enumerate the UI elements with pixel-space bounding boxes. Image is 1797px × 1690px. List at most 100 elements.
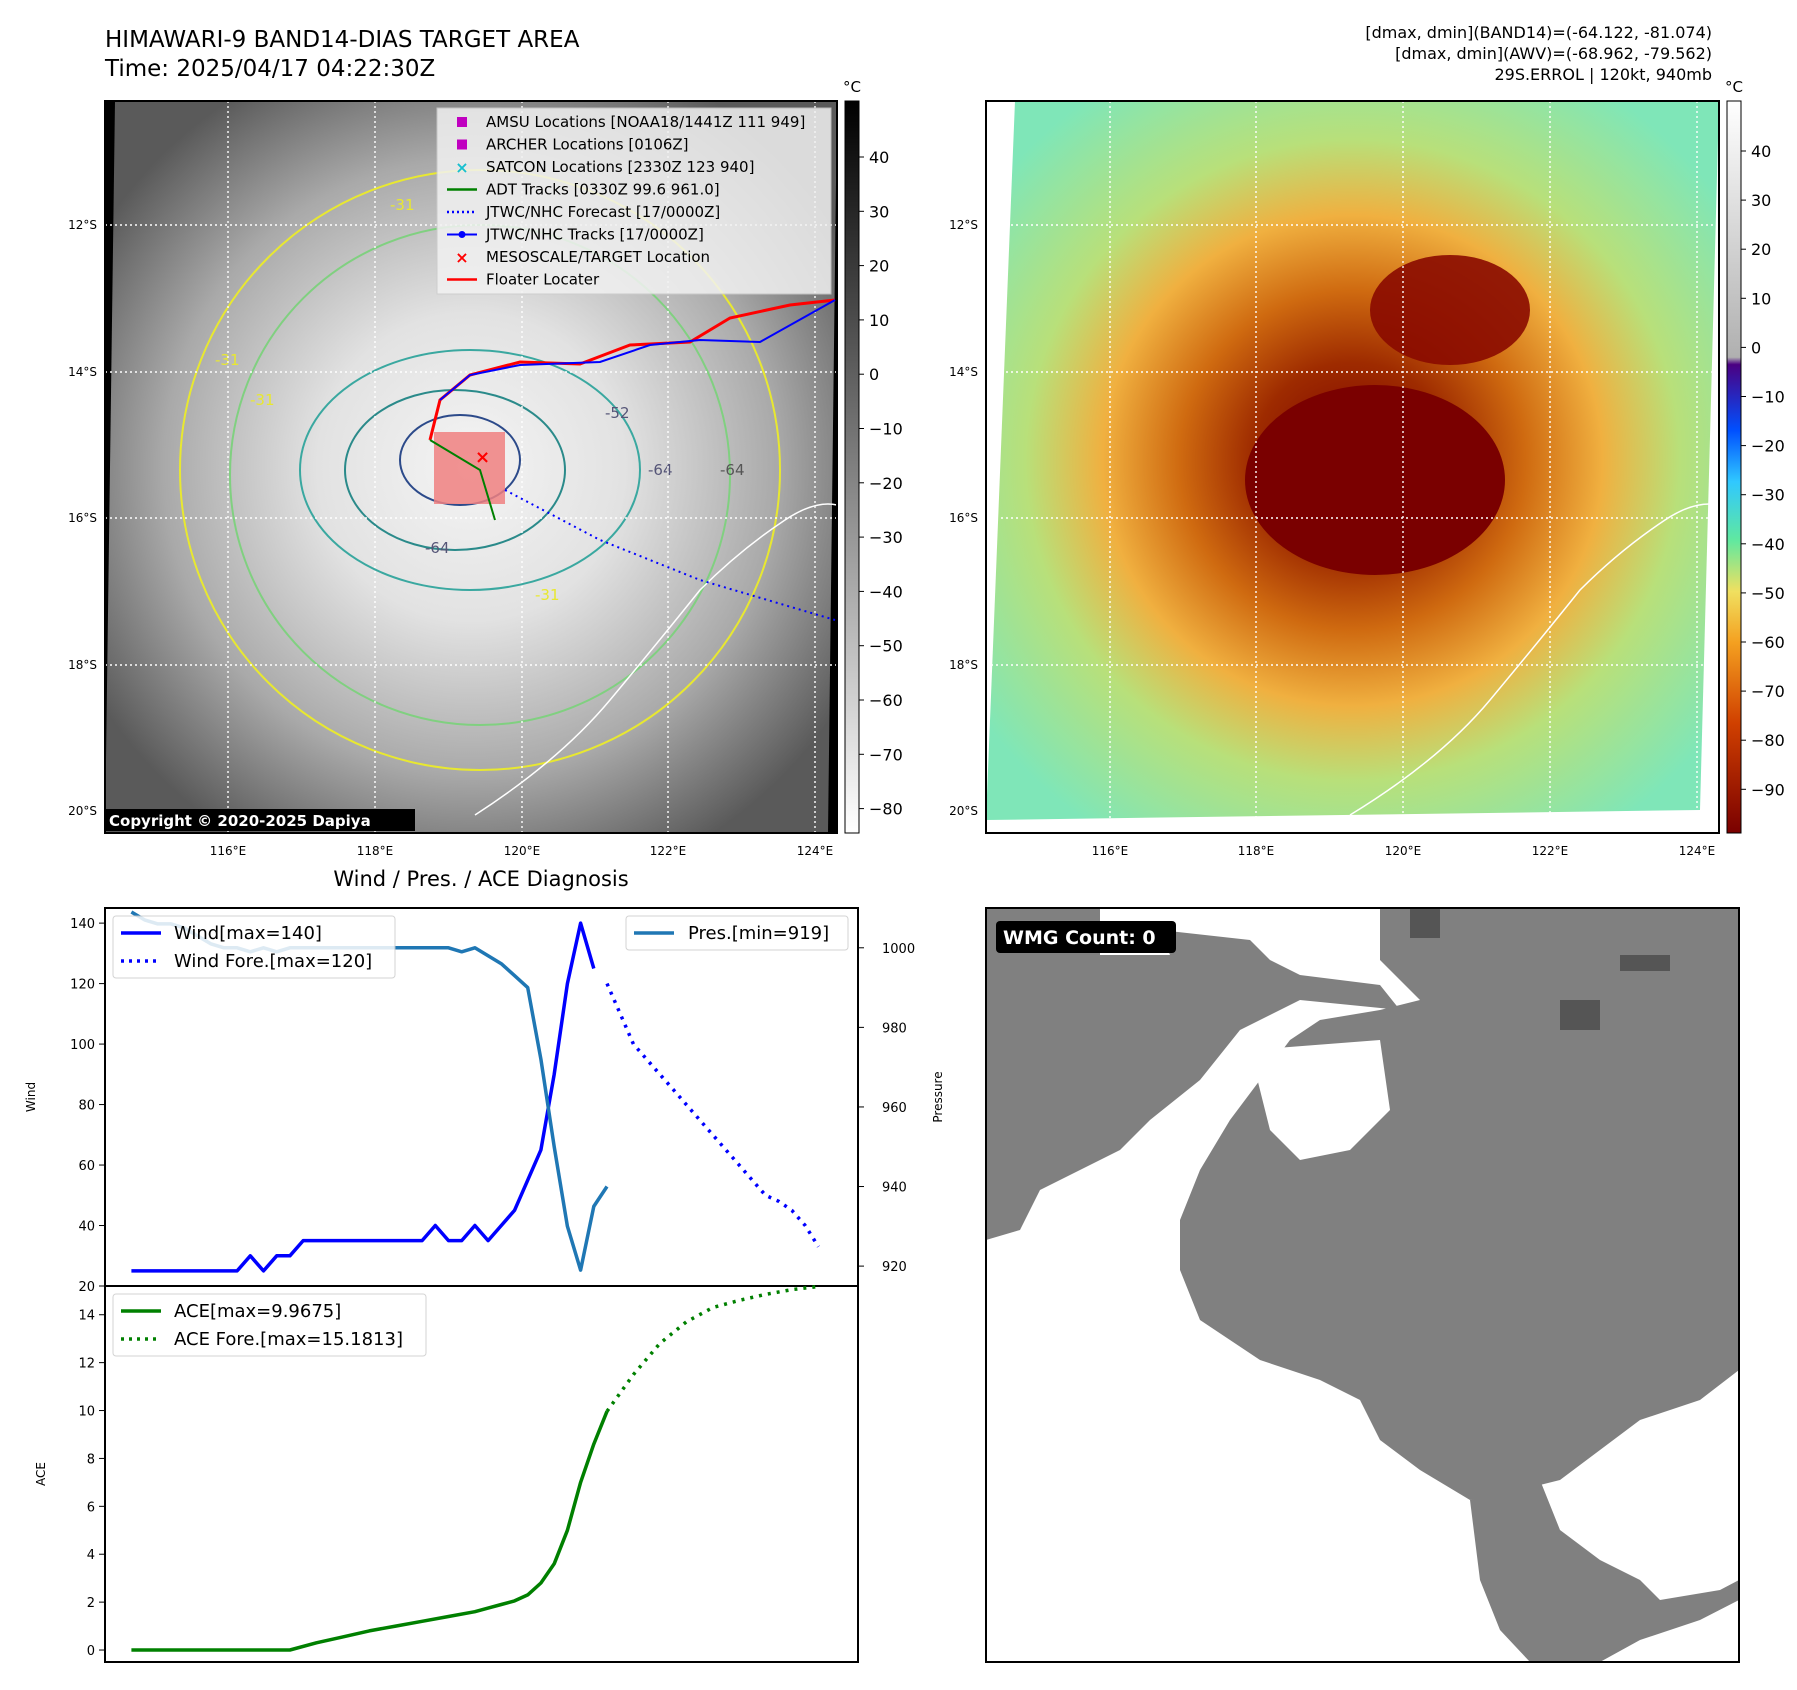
lat-label: 14°S <box>68 365 97 379</box>
colorbar-tick-label: −80 <box>1751 731 1785 750</box>
coastline <box>1349 503 1720 816</box>
legend-label: Floater Locater <box>486 271 600 289</box>
y-tick-label: 80 <box>78 1099 95 1114</box>
colorbar-tick-label: 0 <box>1751 338 1761 357</box>
y-tick-label: 2 <box>87 1596 95 1611</box>
lon-label: 120°E <box>504 844 541 858</box>
coastline <box>474 503 838 816</box>
wind-axis-label: Wind <box>24 1082 38 1112</box>
colorbar-tick-label: 40 <box>1751 142 1771 161</box>
y2-tick-label: 920 <box>882 1260 907 1275</box>
colorbar-tick-label: −90 <box>1751 780 1785 799</box>
wind-legend: Wind[max=140] Wind Fore.[max=120] <box>112 915 396 979</box>
legend-marker: × <box>455 158 468 177</box>
ace-axis-label: ACE <box>34 1462 48 1486</box>
lat-label: 18°S <box>949 658 978 672</box>
meta-line-3: 29S.ERROL | 120kt, 940mb <box>1494 65 1712 84</box>
right-colorbar-ticks: 40 30 20 10 0 −10 −20 −30 −40 −50 −60 −70 −80 −90 <box>1741 142 1785 799</box>
wmg-cold-cell <box>1410 908 1440 938</box>
pressure-legend: Pres.[min=919] <box>625 915 849 951</box>
colorbar-tick-label: 10 <box>869 311 889 330</box>
y-tick-label: 10 <box>78 1405 95 1420</box>
left-colorbar: °C 40 30 20 10 0 −10 −20 −30 −40 −50 −60 −70 −80 <box>843 78 903 834</box>
wmg-frame <box>985 907 1740 1663</box>
wmg-cold-cell <box>1560 1000 1600 1030</box>
colorbar-tick-label: −10 <box>869 420 903 439</box>
lat-label: 16°S <box>68 511 97 525</box>
figure-title: HIMAWARI-9 BAND14-DIAS TARGET AREA Time:… <box>105 26 579 84</box>
lat-label: 12°S <box>68 218 97 232</box>
contour-label: -64 <box>425 539 450 557</box>
wind-legend-label: Wind[max=140] <box>174 923 322 944</box>
contour-label: -31 <box>535 586 560 604</box>
copyright-text: Copyright © 2020-2025 Dapiya <box>109 812 371 830</box>
colorbar-tick-label: −70 <box>1751 682 1785 701</box>
colorbar-tick-label: −20 <box>1751 437 1785 456</box>
contour-label: -31 <box>390 196 415 214</box>
y-tick-label: 140 <box>70 917 95 932</box>
wmg-count-box <box>996 921 1176 953</box>
contour-labels: -31 -31 -31 -64 -64 -64 -52 -31 <box>215 196 745 604</box>
lat-label: 14°S <box>949 365 978 379</box>
lat-label: 16°S <box>949 511 978 525</box>
legend-marker: × <box>455 248 468 267</box>
lon-label: 120°E <box>1385 844 1422 858</box>
contour-label: -64 <box>648 461 673 479</box>
wmg-region-south <box>1470 1480 1739 1662</box>
copyright-box <box>105 809 415 831</box>
y-tick-label: 14 <box>78 1309 95 1324</box>
legend-label: SATCON Locations [2330Z 123 940] <box>486 158 754 176</box>
right-map-gridlines <box>986 101 1719 833</box>
legend-label: AMSU Locations [NOAA18/1441Z 111 949] <box>486 113 805 131</box>
legend-label: ADT Tracks [0330Z 99.6 961.0] <box>486 181 720 199</box>
wmg-count-label: WMG Count: 0 <box>1003 927 1156 949</box>
wmg-panel: WMG Count: 0 <box>985 907 1740 1663</box>
colorbar-tick-label: 20 <box>869 257 889 276</box>
right-colorbar-unit: °C <box>1725 78 1743 96</box>
wmg-cold-cell <box>1620 955 1670 971</box>
meta-info: [dmax, dmin](BAND14)=(-64.122, -81.074) … <box>1365 22 1712 85</box>
left-map-panel: -31 -31 -31 -64 -64 -64 -52 -31 <box>68 78 903 858</box>
right-map-axis-labels: 12°S 14°S 16°S 18°S 20°S 116°E 118°E 120… <box>949 218 1715 858</box>
right-colorbar-bar <box>1726 100 1742 834</box>
meta-line-2: [dmax, dmin](AWV)=(-68.962, -79.562) <box>1395 44 1712 63</box>
y-tick-label: 0 <box>87 1644 95 1659</box>
title-line-2: Time: 2025/04/17 04:22:30Z <box>105 56 436 82</box>
colorbar-tick-label: 40 <box>869 148 889 167</box>
wmg-region-nw <box>986 908 1400 1240</box>
legend-label: JTWC/NHC Forecast [17/0000Z] <box>485 203 720 221</box>
y2-tick-label: 1000 <box>882 942 915 957</box>
contour-label: -52 <box>605 404 630 422</box>
ace-axes: 0 2 4 6 8 10 12 14 <box>78 1284 819 1659</box>
left-colorbar-bar <box>844 100 860 834</box>
colorbar-tick-label: 0 <box>869 365 879 384</box>
colorbar-tick-label: −30 <box>869 528 903 547</box>
colorbar-tick-label: −20 <box>869 474 903 493</box>
colorbar-tick-label: −60 <box>1751 633 1785 652</box>
pressure-axis-label: Pressure <box>931 1071 945 1122</box>
mesoscale-target-marker: × <box>475 447 490 468</box>
wind-legend-box <box>112 915 396 979</box>
y2-tick-label: 980 <box>882 1021 907 1036</box>
colorbar-tick-label: 10 <box>1751 289 1771 308</box>
lon-label: 116°E <box>210 844 247 858</box>
ace-fore-legend-label: ACE Fore.[max=15.1813] <box>174 1329 403 1350</box>
colorbar-tick-label: −30 <box>1751 486 1785 505</box>
right-map-panel: 12°S 14°S 16°S 18°S 20°S 116°E 118°E 120… <box>949 78 1785 858</box>
legend-label: ARCHER Locations [0106Z] <box>486 136 689 154</box>
pressure-legend-box <box>625 915 849 951</box>
colorbar-tick-label: −40 <box>869 582 903 601</box>
colorbar-tick-label: −50 <box>869 637 903 656</box>
y-tick-label: 120 <box>70 978 95 993</box>
legend-marker <box>457 139 467 150</box>
contour-label: -31 <box>215 351 240 369</box>
colorbar-tick-label: −40 <box>1751 535 1785 554</box>
legend-marker <box>458 231 466 238</box>
y-tick-label: 8 <box>87 1452 95 1467</box>
lon-label: 118°E <box>357 844 394 858</box>
cdo-core <box>1245 385 1505 575</box>
cold-band <box>1370 255 1530 365</box>
lat-label: 20°S <box>949 804 978 818</box>
lat-label: 18°S <box>68 658 97 672</box>
lon-label: 124°E <box>1679 844 1716 858</box>
